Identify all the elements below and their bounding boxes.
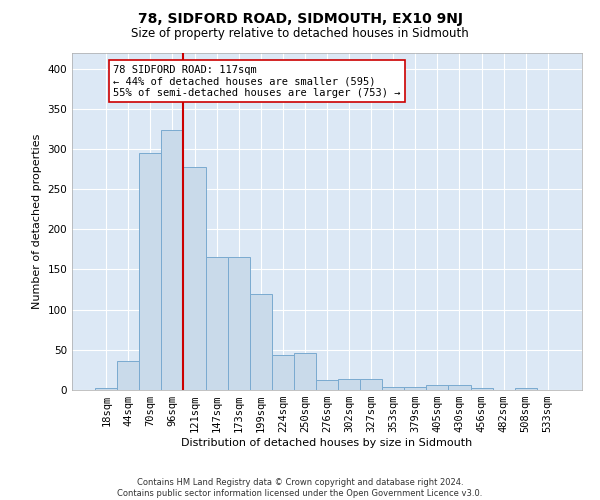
Bar <box>139 153 161 390</box>
Bar <box>338 379 360 390</box>
Bar <box>95 388 117 390</box>
Bar <box>515 388 537 390</box>
Bar <box>272 354 294 390</box>
Bar <box>470 388 493 390</box>
Bar <box>206 258 227 390</box>
Bar <box>316 380 338 390</box>
X-axis label: Distribution of detached houses by size in Sidmouth: Distribution of detached houses by size … <box>181 438 473 448</box>
Bar <box>227 258 250 390</box>
Y-axis label: Number of detached properties: Number of detached properties <box>32 134 42 309</box>
Text: Contains HM Land Registry data © Crown copyright and database right 2024.
Contai: Contains HM Land Registry data © Crown c… <box>118 478 482 498</box>
Bar <box>427 385 448 390</box>
Bar <box>161 130 184 390</box>
Bar <box>382 387 404 390</box>
Bar <box>117 361 139 390</box>
Bar <box>184 166 206 390</box>
Text: Size of property relative to detached houses in Sidmouth: Size of property relative to detached ho… <box>131 28 469 40</box>
Bar <box>448 385 470 390</box>
Bar <box>250 294 272 390</box>
Text: 78, SIDFORD ROAD, SIDMOUTH, EX10 9NJ: 78, SIDFORD ROAD, SIDMOUTH, EX10 9NJ <box>137 12 463 26</box>
Bar <box>294 353 316 390</box>
Bar <box>404 387 427 390</box>
Text: 78 SIDFORD ROAD: 117sqm
← 44% of detached houses are smaller (595)
55% of semi-d: 78 SIDFORD ROAD: 117sqm ← 44% of detache… <box>113 64 400 98</box>
Bar <box>360 379 382 390</box>
